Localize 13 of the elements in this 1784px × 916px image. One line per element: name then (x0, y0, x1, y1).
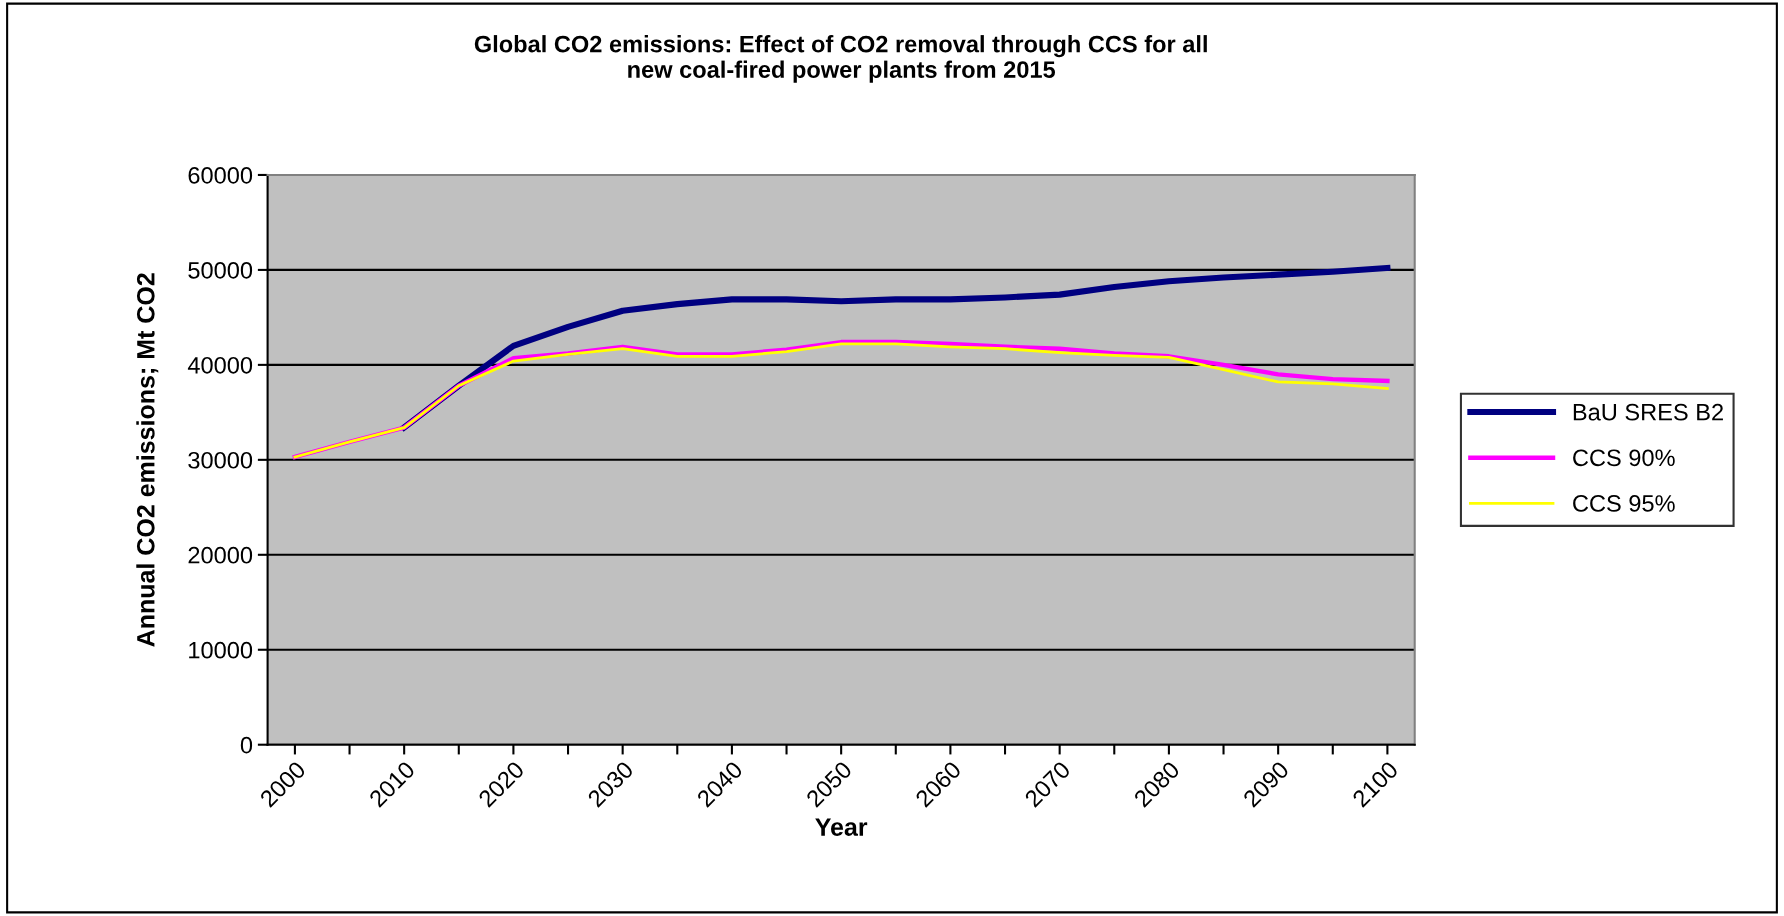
y-tick-label: 40000 (187, 356, 253, 374)
y-tick-label: 60000 (188, 167, 253, 184)
legend-label: CCS 95% (1573, 495, 1675, 512)
y-tick-label: 20000 (188, 546, 253, 564)
y-tick-label: 0 (240, 736, 253, 754)
x-axis-title: Year (815, 818, 868, 836)
y-tick-label: 30000 (188, 451, 253, 469)
y-axis-title: Annual CO2 emissions; Mt CO2 (136, 273, 159, 647)
legend-label: CCS 90% (1573, 449, 1675, 467)
y-tick-label: 10000 (189, 641, 253, 659)
y-tick-label: 50000 (188, 261, 253, 279)
chart-title: Global CO2 emissions: Effect of CO2 removal through CCS for all new coal-fired power plants from 2015 (474, 35, 1207, 83)
legend-label: BaU SRES B2 (1573, 403, 1723, 421)
